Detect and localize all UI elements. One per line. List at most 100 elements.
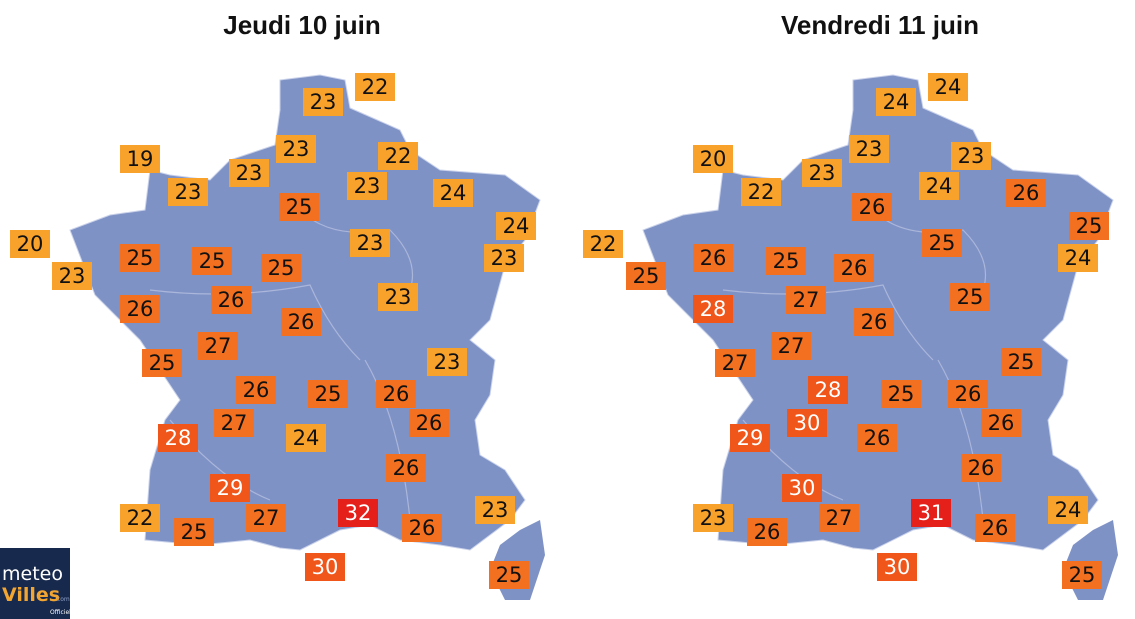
temperature-label: 23 xyxy=(802,159,842,187)
label-box xyxy=(158,424,198,452)
label-box xyxy=(433,179,473,207)
temperature-value: 28 xyxy=(700,297,727,321)
temperature-label: 23 xyxy=(693,504,733,532)
map-left: Jeudi 10 juin xyxy=(69,10,546,601)
label-box xyxy=(427,348,467,376)
label-box xyxy=(214,409,254,437)
label-box xyxy=(229,159,269,187)
temperature-value: 32 xyxy=(345,501,372,525)
label-box xyxy=(950,283,990,311)
logo-text: Officiel xyxy=(50,609,71,616)
temperature-value: 22 xyxy=(362,75,389,99)
label-box xyxy=(1069,212,1109,240)
label-box xyxy=(279,193,319,221)
temperature-value: 22 xyxy=(385,144,412,168)
label-box xyxy=(10,230,50,258)
label-box xyxy=(168,178,208,206)
temperature-value: 30 xyxy=(794,411,821,435)
label-box xyxy=(975,514,1015,542)
label-box xyxy=(120,244,160,272)
temperature-value: 30 xyxy=(312,555,339,579)
label-box xyxy=(210,474,250,502)
temperature-value: 25 xyxy=(957,285,984,309)
temperature-label: 26 xyxy=(236,376,276,404)
label-box xyxy=(961,454,1001,482)
temperature-value: 26 xyxy=(864,426,891,450)
label-box xyxy=(877,553,917,581)
temperature-value: 22 xyxy=(590,232,617,256)
label-box xyxy=(174,518,214,546)
label-box xyxy=(386,454,426,482)
temperature-value: 26 xyxy=(861,310,888,334)
label-box xyxy=(1048,496,1088,524)
temperature-value: 23 xyxy=(385,285,412,309)
label-box xyxy=(693,504,733,532)
temperature-value: 26 xyxy=(754,520,781,544)
temperature-value: 23 xyxy=(175,180,202,204)
label-box xyxy=(693,145,733,173)
temperature-label: 27 xyxy=(214,409,254,437)
temperature-value: 29 xyxy=(217,476,244,500)
temperature-label: 26 xyxy=(693,244,733,272)
temperature-value: 20 xyxy=(17,232,44,256)
temperature-value: 25 xyxy=(633,264,660,288)
temperature-label: 24 xyxy=(928,73,968,101)
logo-text: Villes xyxy=(2,584,60,606)
temperature-value: 23 xyxy=(958,144,985,168)
temperature-label: 26 xyxy=(852,193,892,221)
label-box xyxy=(849,135,889,163)
label-box xyxy=(496,212,536,240)
temperature-label: 31 xyxy=(911,499,951,527)
temperature-label: 26 xyxy=(857,424,897,452)
temperature-value: 20 xyxy=(700,147,727,171)
temperature-label: 30 xyxy=(305,553,345,581)
temperature-value: 25 xyxy=(1076,214,1103,238)
label-box xyxy=(120,504,160,532)
temperature-label: 24 xyxy=(433,179,473,207)
temperature-label: 19 xyxy=(120,145,160,173)
temperature-label: 25 xyxy=(142,349,182,377)
temperature-value: 26 xyxy=(383,382,410,406)
temperature-label: 26 xyxy=(281,308,321,336)
label-box xyxy=(928,73,968,101)
label-box xyxy=(211,286,251,314)
label-box xyxy=(766,247,806,275)
label-box xyxy=(276,135,316,163)
temperature-value: 26 xyxy=(409,516,436,540)
label-box xyxy=(981,409,1021,437)
temperature-label: 26 xyxy=(948,380,988,408)
temperature-label: 22 xyxy=(355,73,395,101)
temperature-label: 22 xyxy=(741,178,781,206)
label-box xyxy=(852,193,892,221)
temperature-label: 24 xyxy=(876,88,916,116)
logo-background xyxy=(0,548,70,619)
temperature-label: 27 xyxy=(246,504,286,532)
temperature-value: 25 xyxy=(268,256,295,280)
temperature-label: 30 xyxy=(877,553,917,581)
temperature-value: 26 xyxy=(218,288,245,312)
temperature-label: 25 xyxy=(950,283,990,311)
label-box xyxy=(347,172,387,200)
temperature-value: 25 xyxy=(496,563,523,587)
temperature-value: 27 xyxy=(826,506,853,530)
temperature-value: 25 xyxy=(315,382,342,406)
temperature-value: 24 xyxy=(440,181,467,205)
temperature-label: 30 xyxy=(782,474,822,502)
temperature-value: 24 xyxy=(926,174,953,198)
temperature-value: 30 xyxy=(789,476,816,500)
temperature-value: 26 xyxy=(127,297,154,321)
label-box xyxy=(730,424,770,452)
temperature-value: 25 xyxy=(286,195,313,219)
temperature-value: 24 xyxy=(293,426,320,450)
temperature-label: 25 xyxy=(922,229,962,257)
temperature-value: 25 xyxy=(1008,350,1035,374)
temperature-value: 27 xyxy=(793,288,820,312)
temperature-label: 26 xyxy=(981,409,1021,437)
temperature-label: 25 xyxy=(120,244,160,272)
temperature-label: 26 xyxy=(834,254,874,282)
label-box xyxy=(741,178,781,206)
temperature-label: 28 xyxy=(808,376,848,404)
label-box xyxy=(857,424,897,452)
